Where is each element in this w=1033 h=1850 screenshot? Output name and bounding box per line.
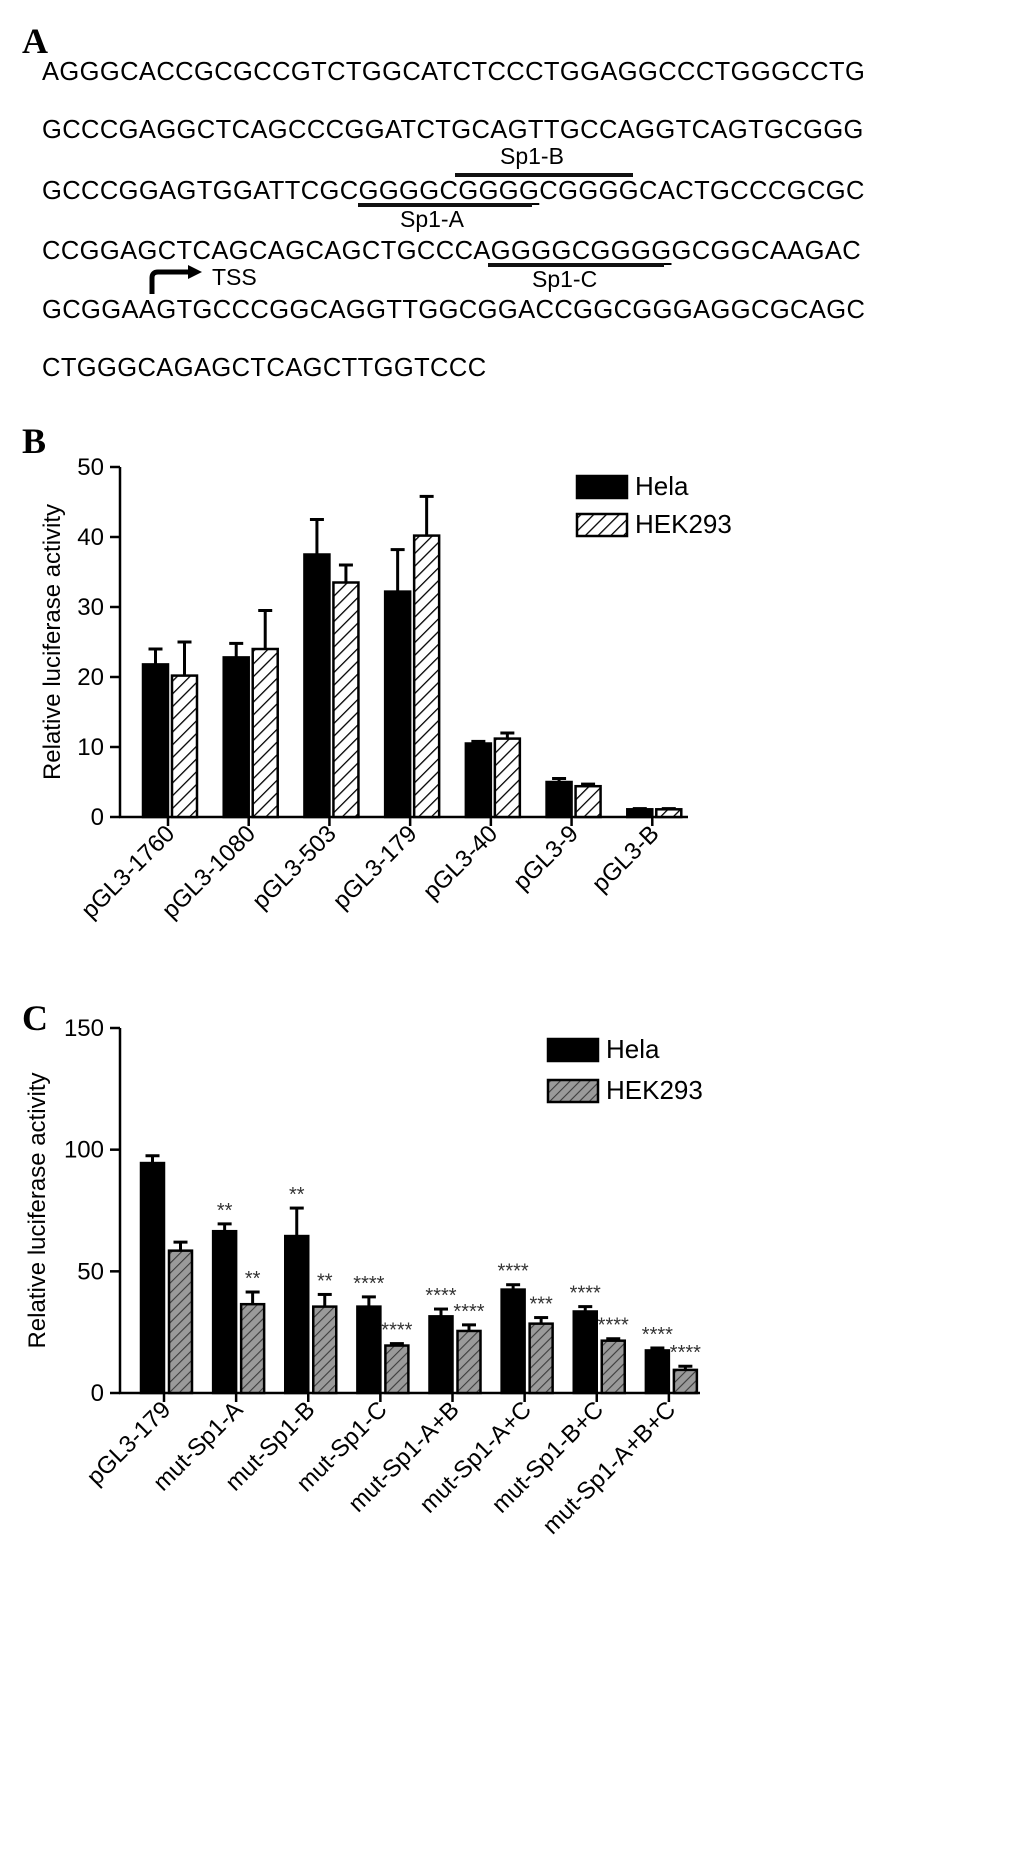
- bar-hek293-pgl3-1080: [251, 647, 279, 819]
- panel-letter-c: C: [22, 998, 48, 1038]
- bar-hek293-pgl3-40: [493, 737, 522, 819]
- bar-hek293-mut-sp1-c: [384, 1344, 410, 1395]
- site-label-tss: TSS: [212, 264, 257, 290]
- panel-letter-a: A: [22, 21, 48, 61]
- bar-hela-pgl3-9: [545, 780, 573, 819]
- y-tick-label: 30: [77, 594, 104, 621]
- bar-hela-mut-sp1-b-c: [572, 1310, 598, 1395]
- bar-hek293-mut-sp1-b: [312, 1305, 338, 1395]
- bar-hela-mut-sp1-a-b-c: [644, 1349, 671, 1395]
- y-tick-label: 100: [64, 1137, 104, 1164]
- y-tick-label: 40: [77, 524, 104, 551]
- bar-hek293-mut-sp1-a-b-c: [672, 1368, 699, 1395]
- bar-hela-mut-sp1-b: [284, 1234, 310, 1395]
- significance-label: ****: [498, 1261, 529, 1283]
- sequence-line-4-end: GCGGCAAGAC: [671, 237, 862, 265]
- y-tick-label: 0: [91, 804, 104, 831]
- significance-label: ****: [670, 1342, 701, 1364]
- significance-label: ****: [425, 1285, 456, 1307]
- significance-label: **: [245, 1268, 261, 1290]
- chart-b: 0 10 20 30 40 50 Relative luciferase activity p…: [39, 454, 732, 924]
- site-label-sp1-b: Sp1-B: [500, 143, 564, 169]
- sp1-a-site-bar: [358, 203, 532, 207]
- significance-label: **: [217, 1200, 233, 1222]
- bar-hela-pgl3-1080: [222, 656, 250, 819]
- legend-swatch-hek293: [546, 1078, 600, 1104]
- bar-hek293-mut-sp1-b-c: [600, 1339, 626, 1395]
- site-label-sp1-a: Sp1-A: [400, 206, 464, 232]
- panel-letter-b: B: [22, 421, 47, 461]
- significance-label: ****: [598, 1315, 629, 1337]
- x-tick-label: pGL3-40: [418, 820, 503, 905]
- sp1-c-motif: GGGGCGGGG: [490, 237, 672, 265]
- y-tick-label: 20: [77, 664, 104, 691]
- significance-label: ****: [381, 1320, 412, 1342]
- tss-arrow-icon: [149, 265, 202, 294]
- significance-label: ***: [529, 1294, 553, 1316]
- site-label-sp1-c: Sp1-C: [532, 266, 598, 292]
- bar-hek293-pgl3-9: [574, 784, 602, 819]
- significance-label: ****: [453, 1301, 484, 1323]
- y-tick-label: 10: [77, 734, 104, 761]
- legend-label-hela: Hela: [606, 1034, 660, 1064]
- sp1-c-site-bar: [488, 263, 664, 267]
- sequence-line-1: AGGGCACCGCGCCGTCTGGCATCTCCCTGGAGGCCCTGGG…: [42, 58, 866, 86]
- bar-hela-pgl3-179: [383, 590, 412, 819]
- y-axis-label: Relative luciferase activity: [39, 504, 66, 780]
- bar-hela-mut-sp1-a: [211, 1229, 238, 1395]
- significance-label: ****: [353, 1273, 384, 1295]
- bar-hela-pgl3-40: [464, 742, 493, 819]
- x-tick-label: mut-Sp1-A+B+C: [538, 1396, 682, 1540]
- sequence-line-2: GCCCGAGGCTCAGCCCGGATCTGCAGTTGCCAGGTCAGTG…: [42, 116, 864, 144]
- legend-label-hela: Hela: [635, 471, 689, 501]
- bar-hek293-pgl3-179: [412, 534, 441, 819]
- bar-hela-pgl3-503: [303, 553, 331, 819]
- bar-hela-pgl3-179: [139, 1161, 166, 1395]
- sequence-line-5: GCGGAAGTGCCCGGCAGGTTGGCGGACCGGCGGGAGGCGC…: [42, 296, 866, 324]
- sequence-line-3-end: CGGGGCACTGCCCGCGC: [539, 177, 865, 205]
- y-tick-label: 50: [77, 1258, 104, 1285]
- x-tick-label: pGL3-9: [508, 820, 584, 896]
- sequence-line-3: GCCCGGAGTGGATTCGCGGGGCGGGGCGGGGCACTGCCCG…: [42, 177, 865, 206]
- significance-label: ****: [570, 1283, 601, 1305]
- bar-hek293-mut-sp1-a: [239, 1302, 266, 1395]
- bar-hek293-pgl3-b: [655, 808, 683, 819]
- significance-label: ****: [642, 1324, 673, 1346]
- bar-hek293-pgl3-503: [332, 581, 360, 819]
- legend-swatch-hela: [575, 474, 629, 500]
- sequence-line-4-start: CCGGAGCTCAGCAGCAGCTGCCCA: [42, 237, 491, 265]
- bar-hek293-mut-sp1-a-c: [528, 1322, 554, 1395]
- bar-hek293-mut-sp1-a-b: [456, 1329, 482, 1395]
- legend-swatch-hela: [546, 1037, 600, 1063]
- sp1-b-site-bar: [455, 173, 633, 177]
- x-tick-label: pGL3-B: [587, 820, 665, 898]
- legend-label-hek293: HEK293: [635, 509, 732, 539]
- bar-hela-mut-sp1-c: [356, 1305, 382, 1395]
- sp1-a-motif: GGGGCGGGG: [358, 177, 540, 205]
- x-tick-label: pGL3-179: [328, 820, 423, 915]
- legend-label-hek293: HEK293: [606, 1075, 703, 1105]
- sequence-line-3-start: GCCCGGAGTGGATTCGC: [42, 177, 359, 205]
- y-tick-label: 50: [77, 454, 104, 481]
- y-tick-label: 0: [91, 1380, 104, 1407]
- bar-hela-mut-sp1-a-b: [428, 1315, 454, 1395]
- y-axis-label: Relative luciferase activity: [24, 1072, 51, 1348]
- y-tick-label: 150: [64, 1015, 104, 1042]
- bar-hela-pgl3-1760: [141, 663, 170, 819]
- bar-hela-pgl3-b: [626, 808, 654, 819]
- x-tick-label: pGL3-503: [247, 820, 342, 915]
- significance-label: **: [289, 1184, 305, 1206]
- sequence-line-6: CTGGGCAGAGCTCAGCTTGGTCCC: [42, 354, 487, 382]
- legend-swatch-hek293: [575, 512, 629, 538]
- significance-label: **: [317, 1270, 333, 1292]
- bar-hela-mut-sp1-a-c: [500, 1288, 526, 1395]
- bar-hek293-pgl3-1760: [170, 674, 199, 819]
- bar-hek293-pgl3-179: [167, 1249, 194, 1395]
- sequence-line-4: CCGGAGCTCAGCAGCAGCTGCCCAGGGGCGGGGGCGGCAA…: [42, 237, 861, 266]
